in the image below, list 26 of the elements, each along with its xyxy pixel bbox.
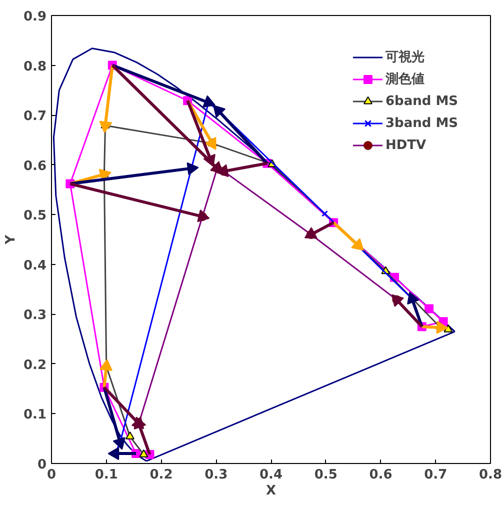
x-tick-label: 0.4 bbox=[259, 468, 283, 482]
x-tick-label: 0.8 bbox=[478, 468, 502, 482]
y-tick-label: 0.2 bbox=[23, 358, 46, 373]
x-axis-title: X bbox=[266, 484, 276, 498]
y-tick-label: 0.3 bbox=[23, 308, 46, 324]
x-tick-label: 0.3 bbox=[204, 468, 228, 482]
y-axis-title: Y bbox=[3, 234, 18, 246]
legend-label: 6band MS bbox=[385, 94, 458, 108]
y-tick-label: 0.4 bbox=[23, 258, 46, 274]
legend-label: 測色値 bbox=[385, 71, 424, 88]
y-tick-label: 0.5 bbox=[23, 208, 46, 224]
y-tick-label: 0.1 bbox=[23, 408, 46, 423]
x-tick-label: 0.6 bbox=[369, 468, 392, 482]
y-tick-label: 0.9 bbox=[23, 10, 46, 24]
x-tick-label: 0 bbox=[46, 468, 56, 482]
legend-label: 3band MS bbox=[385, 116, 458, 130]
x-tick-label: 0.2 bbox=[150, 468, 173, 482]
legend-label: HDTV bbox=[385, 138, 426, 152]
y-tick-label: 0.6 bbox=[23, 158, 46, 174]
legend-label: 可視光 bbox=[385, 48, 424, 66]
x-tick-label: 0.7 bbox=[424, 468, 448, 482]
x-tick-label: 0.5 bbox=[314, 468, 338, 482]
y-tick-label: 0.8 bbox=[23, 59, 46, 74]
y-tick-label: 0 bbox=[37, 458, 46, 472]
x-tick-label: 0.1 bbox=[94, 468, 118, 482]
y-tick-label: 0.7 bbox=[23, 109, 46, 124]
